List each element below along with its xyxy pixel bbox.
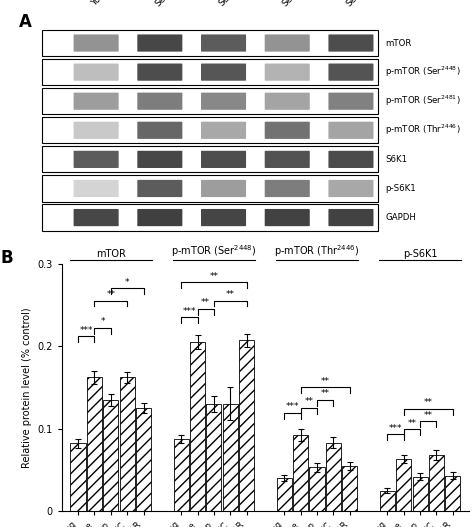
Text: ***: ***: [182, 307, 196, 316]
Text: p-mTOR (Thr$^{2446}$): p-mTOR (Thr$^{2446}$): [274, 243, 360, 259]
FancyBboxPatch shape: [137, 209, 182, 226]
Bar: [310, 467, 325, 511]
Bar: [446, 476, 460, 511]
Bar: [223, 404, 238, 511]
Text: ***: ***: [286, 402, 299, 411]
FancyBboxPatch shape: [201, 93, 246, 110]
Text: **: **: [424, 411, 433, 419]
Text: Senescence: Senescence: [154, 0, 198, 8]
Text: S6K1: S6K1: [385, 155, 407, 164]
FancyBboxPatch shape: [328, 93, 374, 110]
FancyBboxPatch shape: [328, 64, 374, 81]
FancyBboxPatch shape: [328, 209, 374, 226]
FancyBboxPatch shape: [264, 151, 310, 168]
FancyBboxPatch shape: [137, 122, 182, 139]
Bar: [42, 59, 378, 85]
FancyBboxPatch shape: [137, 151, 182, 168]
Bar: [429, 455, 444, 511]
Bar: [239, 340, 254, 511]
FancyBboxPatch shape: [73, 64, 118, 81]
Bar: [42, 88, 378, 114]
FancyBboxPatch shape: [137, 64, 182, 81]
Bar: [412, 476, 428, 511]
Bar: [206, 404, 221, 511]
FancyBboxPatch shape: [137, 34, 182, 52]
FancyBboxPatch shape: [137, 180, 182, 197]
FancyBboxPatch shape: [73, 34, 118, 52]
Bar: [380, 491, 395, 511]
Text: p-mTOR (Ser$^{2448}$): p-mTOR (Ser$^{2448}$): [385, 65, 461, 80]
Bar: [342, 466, 357, 511]
Bar: [42, 175, 378, 201]
Text: mTOR: mTOR: [385, 38, 411, 47]
Text: **: **: [321, 377, 330, 386]
FancyBboxPatch shape: [73, 209, 118, 226]
FancyBboxPatch shape: [201, 209, 246, 226]
Text: **: **: [201, 298, 210, 307]
Text: mTOR: mTOR: [96, 249, 126, 259]
FancyBboxPatch shape: [201, 34, 246, 52]
Bar: [173, 440, 189, 511]
Text: ***: ***: [80, 326, 93, 335]
Text: **: **: [321, 389, 330, 398]
Text: B: B: [0, 249, 13, 267]
Bar: [136, 408, 151, 511]
FancyBboxPatch shape: [73, 122, 118, 139]
Text: *: *: [125, 278, 129, 287]
FancyBboxPatch shape: [201, 64, 246, 81]
Text: p-S6K1: p-S6K1: [403, 249, 438, 259]
FancyBboxPatch shape: [201, 151, 246, 168]
FancyBboxPatch shape: [328, 122, 374, 139]
FancyBboxPatch shape: [201, 122, 246, 139]
FancyBboxPatch shape: [73, 151, 118, 168]
Bar: [119, 377, 135, 511]
Bar: [71, 444, 85, 511]
Bar: [42, 204, 378, 231]
Text: GAPDH: GAPDH: [385, 213, 416, 222]
FancyBboxPatch shape: [264, 180, 310, 197]
Text: **: **: [210, 272, 219, 281]
Text: p-mTOR (Thr$^{2446}$): p-mTOR (Thr$^{2446}$): [385, 123, 461, 138]
Text: p-S6K1: p-S6K1: [385, 184, 416, 193]
FancyBboxPatch shape: [201, 180, 246, 197]
FancyBboxPatch shape: [264, 209, 310, 226]
FancyBboxPatch shape: [73, 93, 118, 110]
Text: Sen+CC: Sen+CC: [281, 0, 313, 8]
Text: Sen+Rap: Sen+Rap: [217, 0, 253, 8]
Bar: [326, 443, 341, 511]
Bar: [277, 478, 292, 511]
Text: Young: Young: [90, 0, 115, 8]
Bar: [103, 399, 118, 511]
FancyBboxPatch shape: [328, 180, 374, 197]
Y-axis label: Relative protein level (% control): Relative protein level (% control): [22, 307, 32, 467]
Bar: [87, 377, 102, 511]
FancyBboxPatch shape: [73, 180, 118, 197]
Text: p-mTOR (Ser$^{2448}$): p-mTOR (Ser$^{2448}$): [171, 243, 256, 259]
Text: *: *: [100, 317, 105, 326]
Text: ***: ***: [389, 424, 402, 433]
Bar: [42, 117, 378, 143]
FancyBboxPatch shape: [328, 151, 374, 168]
FancyBboxPatch shape: [137, 93, 182, 110]
FancyBboxPatch shape: [264, 93, 310, 110]
Text: **: **: [304, 397, 313, 406]
FancyBboxPatch shape: [264, 122, 310, 139]
Bar: [42, 30, 378, 56]
Bar: [396, 459, 411, 511]
FancyBboxPatch shape: [328, 34, 374, 52]
Text: p-mTOR (Ser$^{2481}$): p-mTOR (Ser$^{2481}$): [385, 94, 461, 109]
FancyBboxPatch shape: [264, 64, 310, 81]
Text: **: **: [226, 290, 235, 299]
Text: **: **: [106, 290, 115, 299]
FancyBboxPatch shape: [264, 34, 310, 52]
Bar: [190, 342, 205, 511]
Text: A: A: [19, 13, 32, 31]
Text: **: **: [424, 398, 433, 407]
Text: **: **: [408, 419, 417, 428]
Bar: [293, 435, 308, 511]
Bar: [42, 147, 378, 172]
Text: Sen+AICAR: Sen+AICAR: [345, 0, 388, 8]
